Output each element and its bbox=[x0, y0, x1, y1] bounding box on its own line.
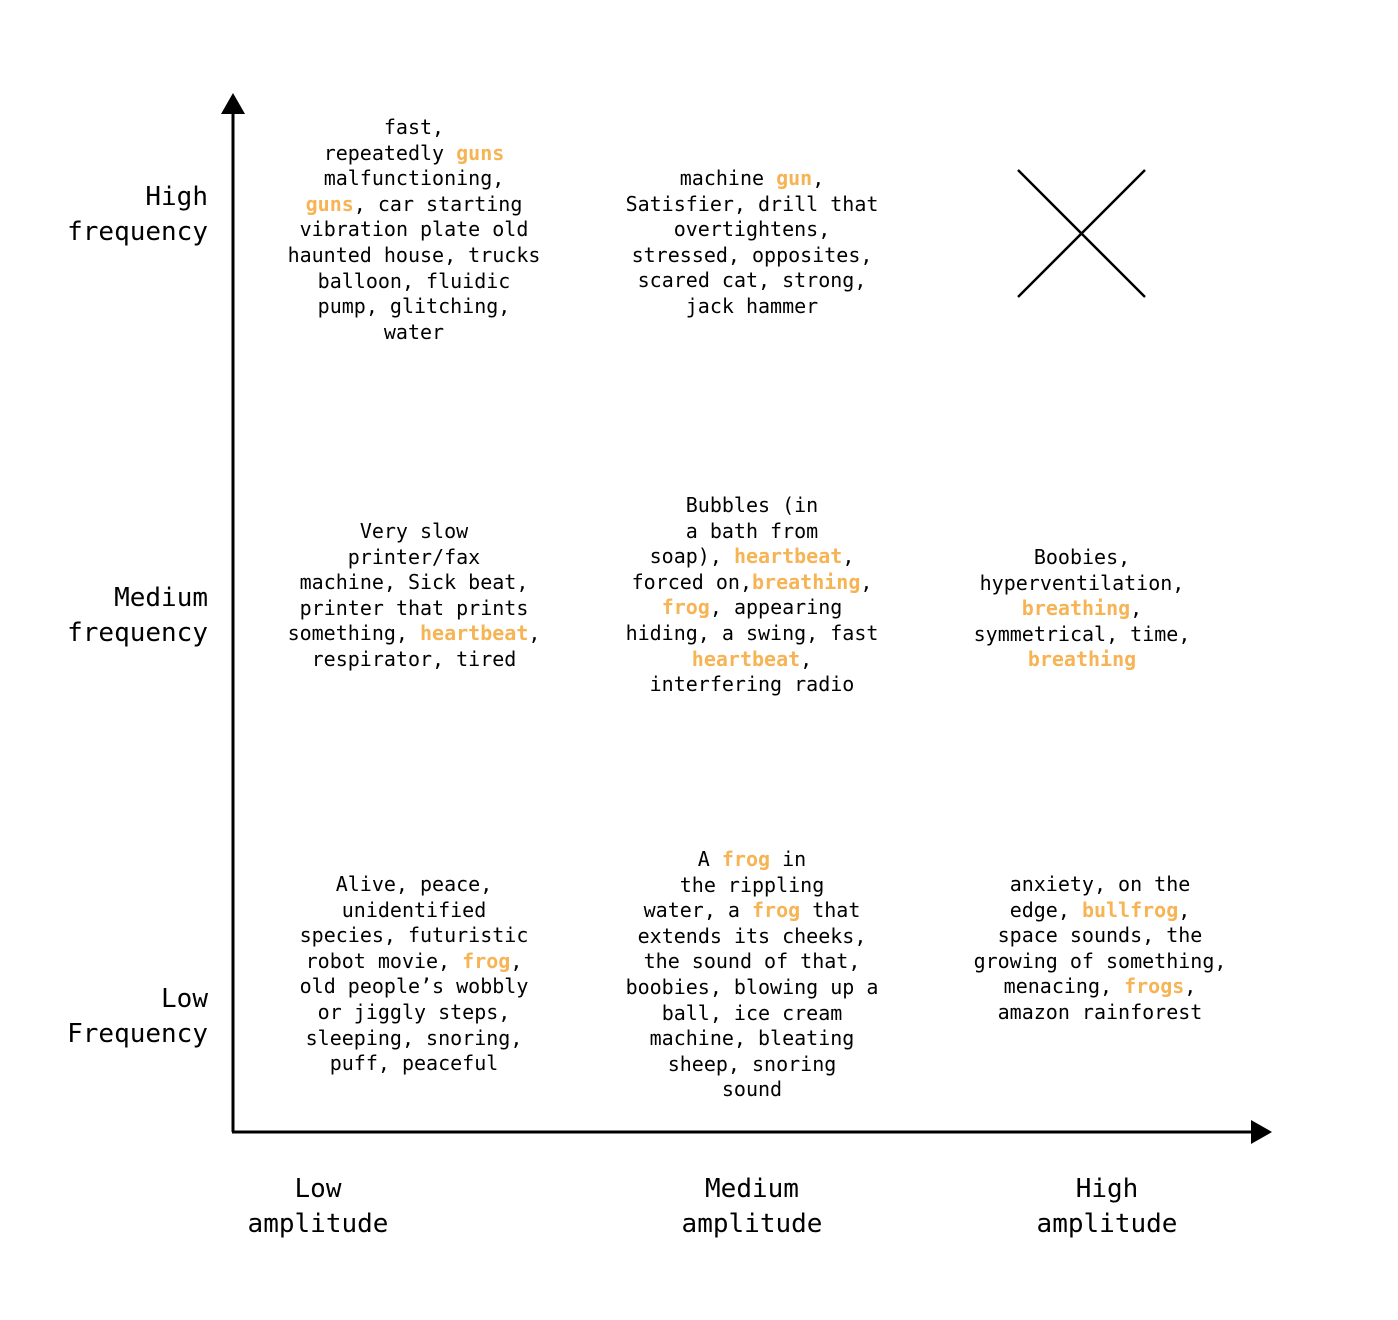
highlighted-keyword: breathing bbox=[1021, 596, 1131, 621]
cell-text: Boobies, hyperventilation, bbox=[979, 545, 1185, 595]
highlighted-keyword: guns bbox=[305, 191, 354, 216]
highlighted-keyword: heartbeat bbox=[420, 621, 529, 646]
highlighted-keyword: frog bbox=[661, 595, 710, 620]
highlighted-keyword: frog bbox=[751, 898, 801, 923]
cell-text: Bubbles (in a bath from soap), bbox=[649, 493, 819, 569]
highlighted-keyword: heartbeat bbox=[691, 646, 801, 671]
highlighted-keyword: guns bbox=[456, 140, 505, 165]
cell-low-freq-low-amp: Alive, peace, unidentified species, futu… bbox=[264, 872, 564, 1077]
cell-text: , old people’s wobbly or jiggly steps, s… bbox=[299, 948, 529, 1076]
highlighted-keyword: breathing bbox=[1027, 647, 1137, 672]
cell-text: , forced on, bbox=[631, 544, 855, 594]
y-label-low: Low Frequency bbox=[67, 984, 208, 1049]
highlighted-keyword: gun bbox=[776, 166, 813, 190]
cell-text: machine bbox=[679, 166, 777, 190]
cell-text: fast, repeatedly bbox=[323, 115, 445, 165]
highlighted-keyword: heartbeat bbox=[733, 544, 843, 569]
cell-text: , appearing hiding, a swing, fast bbox=[625, 595, 879, 645]
cell-text: Very slow printer/fax machine, Sick beat… bbox=[287, 519, 529, 646]
cell-high-freq-medium-amp: machine gun, Satisfier, drill that overt… bbox=[602, 166, 902, 320]
cell-text: Alive, peace, unidentified species, futu… bbox=[299, 872, 529, 973]
cell-medium-freq-high-amp: Boobies, hyperventilation, breathing, sy… bbox=[932, 545, 1232, 673]
cell-low-freq-medium-amp: A frog in the rippling water, a frog tha… bbox=[602, 847, 902, 1103]
y-label-high: High frequency bbox=[67, 182, 208, 247]
cell-high-freq-low-amp: fast, repeatedly guns malfunctioning, gu… bbox=[264, 115, 564, 345]
highlighted-keyword: breathing bbox=[752, 569, 861, 594]
cell-text: that extends its cheeks, the sound of th… bbox=[625, 898, 879, 1102]
x-mark-icon bbox=[1017, 169, 1146, 298]
highlighted-keyword: frog bbox=[462, 948, 511, 973]
cell-text: , car starting vibration plate old haunt… bbox=[287, 191, 541, 344]
y-axis-arrow-icon bbox=[221, 93, 245, 114]
cell-text: , bbox=[860, 569, 873, 594]
cell-low-freq-high-amp: anxiety, on the edge, bullfrog, space so… bbox=[950, 872, 1250, 1026]
cell-medium-freq-low-amp: Very slow printer/fax machine, Sick beat… bbox=[264, 519, 564, 673]
cell-text: , interfering radio bbox=[649, 646, 855, 697]
x-axis-arrow-icon bbox=[1251, 1120, 1272, 1144]
cell-medium-freq-medium-amp: Bubbles (in a bath from soap), heartbeat… bbox=[602, 493, 902, 698]
y-label-medium: Medium frequency bbox=[67, 583, 208, 648]
highlighted-keyword: frogs bbox=[1124, 974, 1185, 999]
cell-text: in the rippling water, a bbox=[643, 847, 825, 923]
highlighted-keyword: bullfrog bbox=[1081, 897, 1179, 922]
highlighted-keyword: frog bbox=[721, 847, 771, 871]
cell-text: , symmetrical, time, bbox=[973, 596, 1191, 646]
cell-text: , amazon rainforest bbox=[997, 974, 1203, 1024]
cell-text: A bbox=[697, 847, 722, 871]
cell-text: , space sounds, the growing of something… bbox=[973, 897, 1227, 999]
x-label-high: High amplitude bbox=[1036, 1174, 1178, 1239]
cell-text: , respirator, tired bbox=[311, 621, 541, 671]
cell-text: malfunctioning, bbox=[323, 166, 505, 191]
cell-text: , Satisfier, drill that overtightens, st… bbox=[625, 166, 879, 318]
x-label-medium: Medium amplitude bbox=[681, 1174, 823, 1239]
x-label-low: Low amplitude bbox=[247, 1174, 389, 1239]
cell-text: anxiety, on the edge, bbox=[1009, 872, 1191, 922]
